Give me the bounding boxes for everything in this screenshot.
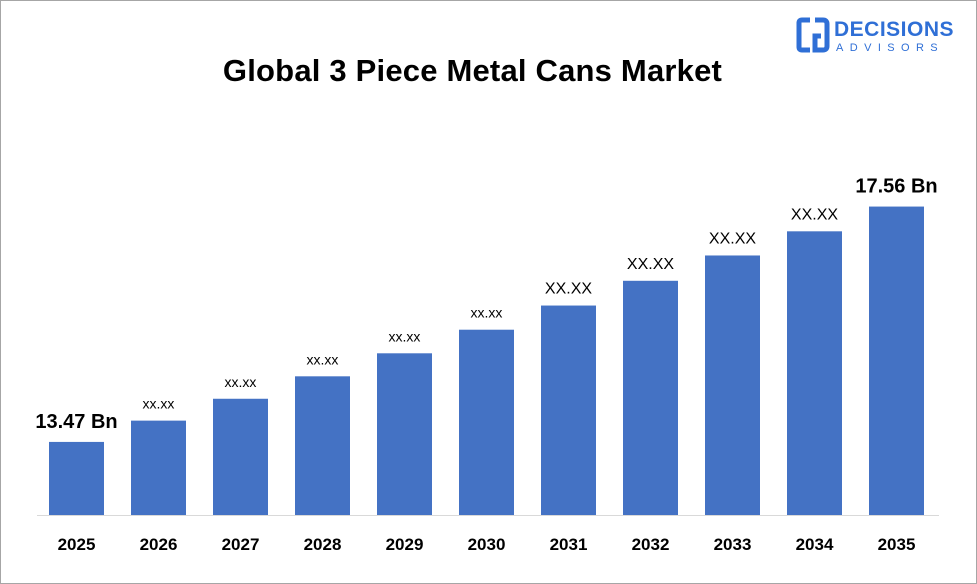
bar-2028 [295,376,350,515]
bar-2029 [377,353,432,515]
x-tick-label-2027: 2027 [222,535,260,554]
bar-2031 [541,305,596,515]
x-tick-label-2031: 2031 [550,535,588,554]
x-tick-label-2028: 2028 [304,535,342,554]
x-tick-label-2030: 2030 [468,535,506,554]
x-tick-label-2026: 2026 [140,535,178,554]
data-label-2027: xx.xx [225,374,257,390]
bar-2026 [131,420,186,515]
x-tick-label-2034: 2034 [796,535,834,554]
x-tick-label-2032: 2032 [632,535,670,554]
chart-title: Global 3 Piece Metal Cans Market [222,53,723,88]
x-tick-label-2035: 2035 [878,535,916,554]
data-label-2028: xx.xx [307,351,339,367]
bar-2035 [869,206,924,515]
data-label-2033: XX.XX [709,230,756,247]
bar-2030 [459,329,514,515]
bar-2025 [49,441,104,515]
x-tick-label-2029: 2029 [386,535,424,554]
bar-2033 [705,255,760,516]
logo-subtitle: ADVISORS [836,42,945,54]
data-label-2029: xx.xx [389,328,421,344]
bar-2027 [213,398,268,515]
brand-logo: DECISIONS ADVISORS [796,16,966,58]
bar-2032 [623,280,678,515]
decisions-logo-icon [796,17,830,53]
logo-name: DECISIONS [834,18,955,41]
data-label-2026: xx.xx [143,396,175,412]
x-tick-label-2033: 2033 [714,535,752,554]
data-label-2035: 17.56 Bn [855,176,937,198]
data-label-2034: XX.XX [791,206,838,223]
data-label-2031: XX.XX [545,281,592,298]
data-label-2025: 13.47 Bn [35,411,117,433]
x-tick-label-2025: 2025 [58,535,96,554]
bar-2034 [787,231,842,515]
data-label-2032: XX.XX [627,256,674,273]
data-label-2030: xx.xx [471,305,503,321]
